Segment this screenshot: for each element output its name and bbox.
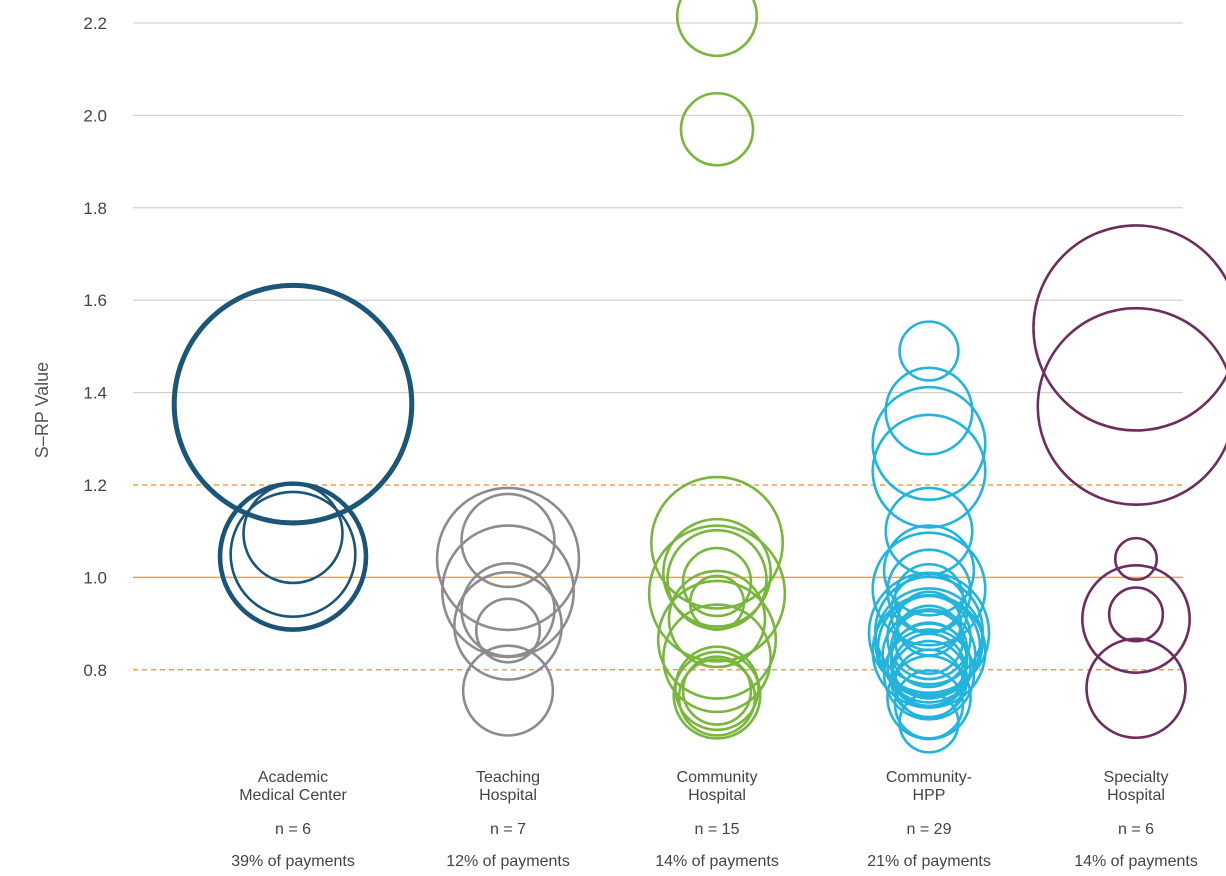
y-axis: 0.8 1.0 1.2 1.4 1.6 1.8 2.0 2.2 [83,14,107,680]
bubble [889,621,969,700]
bubble [688,574,746,631]
category-payments-label: 14% of payments [655,853,779,870]
bubble [898,320,960,382]
bubble-series [435,486,581,737]
bubble [893,562,965,634]
bubble [674,645,760,732]
bubble [1036,306,1226,506]
bubble [1107,586,1165,643]
bubble [675,0,759,58]
bubble [893,604,965,676]
bubble [662,603,772,714]
bubble [474,597,542,664]
bubble [1085,637,1187,740]
bubble [893,669,965,740]
bubble [1032,224,1226,432]
y-tick-label: 1.4 [83,384,107,403]
category-n-label: n = 29 [907,821,952,838]
bubble [681,655,753,726]
bubble [871,385,987,502]
bubble [461,644,555,737]
bubble [662,517,772,628]
bubble [679,91,755,167]
bubble [460,561,556,658]
bubble [667,569,767,669]
bubble [891,632,967,708]
bubbles [171,0,1226,754]
bubble [681,546,753,618]
category-n-label: n = 15 [695,821,740,838]
bubble [649,475,785,610]
bubble-series [647,0,787,740]
category-payments-label: 21% of payments [867,853,991,870]
category-payments-label: 14% of payments [1074,853,1198,870]
bubble [672,650,762,740]
category-label: Academic [258,769,328,786]
bubble-series [867,320,991,754]
category-label: Community- [886,769,972,786]
category-label: Medical Center [239,787,347,804]
bubble [219,483,367,630]
bubble [460,492,556,589]
category-label: Hospital [479,787,537,804]
bubble [217,481,369,632]
category-label: Specialty [1104,769,1169,786]
category-label: Community [677,769,758,786]
y-tick-label: 1.2 [83,476,107,495]
bubble [171,282,415,526]
category-payments-label: 39% of payments [231,853,355,870]
y-tick-label: 1.8 [83,199,107,218]
category-label: Hospital [1107,787,1165,804]
bubble [874,587,984,698]
bubble [1113,536,1159,582]
category-n-label: n = 6 [275,821,311,838]
bubble [882,628,976,721]
bubble [229,490,357,618]
bubble [435,486,581,632]
y-tick-label: 1.6 [83,291,107,310]
bubble [871,531,987,647]
bubble [453,570,563,681]
y-tick-label: 2.0 [83,106,107,125]
bubble [647,524,787,663]
bubble [881,608,977,704]
grid-layer [133,22,1183,394]
category-label: HPP [913,787,946,804]
bubble-series [1032,224,1226,740]
y-tick-label: 2.2 [83,14,107,33]
bubble [895,590,963,657]
bubble [898,692,960,754]
bubble [677,658,757,737]
bubble [242,482,344,585]
bubble [656,579,778,700]
bubble [893,648,965,719]
bubble [886,594,972,681]
y-tick-label: 0.8 [83,661,107,680]
bubble [889,609,969,689]
bubble [884,366,974,456]
bubble [871,413,987,529]
category-n-label: n = 7 [490,821,526,838]
category-label: Hospital [688,787,746,804]
category-label: Teaching [476,769,540,786]
category-n-label: n = 6 [1118,821,1154,838]
category-payments-label: 12% of payments [446,853,570,870]
bubble [882,524,976,617]
bubble [174,285,412,524]
y-tick-label: 1.0 [83,568,107,587]
bubble-series [171,282,415,632]
y-axis-label: S–RP Value [32,362,52,458]
bubble [1081,564,1191,674]
